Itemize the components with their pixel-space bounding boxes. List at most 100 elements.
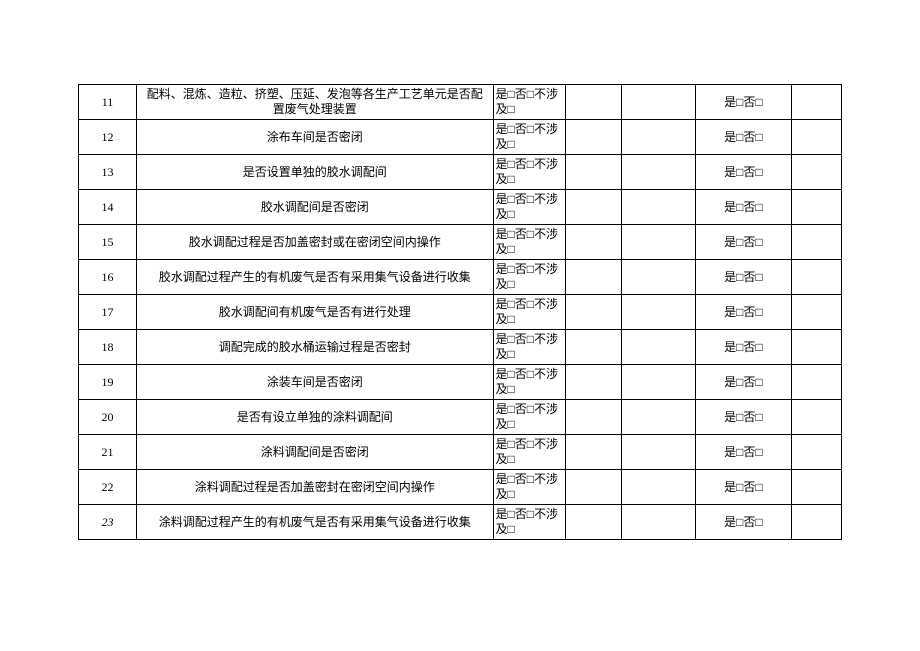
row-blank: [791, 225, 841, 260]
row-result: 是□否□: [695, 505, 791, 540]
row-number: 20: [79, 400, 137, 435]
row-number: 18: [79, 330, 137, 365]
row-blank: [791, 260, 841, 295]
row-blank: [621, 225, 695, 260]
row-result: 是□否□: [695, 225, 791, 260]
table-body: 11配料、混炼、造粒、挤塑、压延、发泡等各生产工艺单元是否配置废气处理装置是□否…: [79, 85, 842, 540]
row-result: 是□否□: [695, 435, 791, 470]
row-blank: [791, 470, 841, 505]
row-result: 是□否□: [695, 330, 791, 365]
row-blank: [621, 85, 695, 120]
row-description: 涂料调配间是否密闭: [137, 435, 493, 470]
row-blank: [565, 155, 621, 190]
row-option: 是□否□不涉及□: [493, 365, 565, 400]
row-option: 是□否□不涉及□: [493, 470, 565, 505]
table-row: 13是否设置单独的胶水调配间是□否□不涉及□ 是□否□: [79, 155, 842, 190]
row-blank: [565, 400, 621, 435]
row-number: 22: [79, 470, 137, 505]
row-blank: [565, 295, 621, 330]
table-row: 12涂布车间是否密闭是□否□不涉及□ 是□否□: [79, 120, 842, 155]
row-blank: [565, 330, 621, 365]
row-blank: [621, 505, 695, 540]
row-option: 是□否□不涉及□: [493, 190, 565, 225]
row-blank: [791, 190, 841, 225]
row-blank: [791, 400, 841, 435]
row-blank: [791, 85, 841, 120]
row-result: 是□否□: [695, 120, 791, 155]
row-blank: [621, 295, 695, 330]
row-option: 是□否□不涉及□: [493, 330, 565, 365]
row-result: 是□否□: [695, 470, 791, 505]
row-result: 是□否□: [695, 85, 791, 120]
table-row: 17胶水调配间有机废气是否有进行处理是□否□不涉及□ 是□否□: [79, 295, 842, 330]
table-row: 18调配完成的胶水桶运输过程是否密封是□否□不涉及□ 是□否□: [79, 330, 842, 365]
row-blank: [621, 330, 695, 365]
table-row: 14胶水调配间是否密闭是□否□不涉及□ 是□否□: [79, 190, 842, 225]
row-blank: [565, 435, 621, 470]
row-blank: [621, 190, 695, 225]
row-description: 涂料调配过程是否加盖密封在密闭空间内操作: [137, 470, 493, 505]
row-number: 16: [79, 260, 137, 295]
row-description: 配料、混炼、造粒、挤塑、压延、发泡等各生产工艺单元是否配置废气处理装置: [137, 85, 493, 120]
row-blank: [791, 365, 841, 400]
table-row: 22涂料调配过程是否加盖密封在密闭空间内操作是□否□不涉及□ 是□否□: [79, 470, 842, 505]
table-row: 20是否有设立单独的涂料调配间是□否□不涉及□ 是□否□: [79, 400, 842, 435]
row-description: 胶水调配间是否密闭: [137, 190, 493, 225]
row-blank: [791, 435, 841, 470]
row-option: 是□否□不涉及□: [493, 260, 565, 295]
row-option: 是□否□不涉及□: [493, 120, 565, 155]
row-description: 涂装车间是否密闭: [137, 365, 493, 400]
row-description: 是否设置单独的胶水调配间: [137, 155, 493, 190]
row-number: 12: [79, 120, 137, 155]
row-blank: [565, 190, 621, 225]
row-number: 15: [79, 225, 137, 260]
row-option: 是□否□不涉及□: [493, 155, 565, 190]
row-description: 调配完成的胶水桶运输过程是否密封: [137, 330, 493, 365]
row-blank: [791, 330, 841, 365]
row-number: 13: [79, 155, 137, 190]
row-blank: [621, 260, 695, 295]
row-number: 14: [79, 190, 137, 225]
row-blank: [621, 155, 695, 190]
row-number: 19: [79, 365, 137, 400]
row-number: 17: [79, 295, 137, 330]
row-blank: [791, 120, 841, 155]
row-result: 是□否□: [695, 400, 791, 435]
row-option: 是□否□不涉及□: [493, 435, 565, 470]
row-blank: [621, 120, 695, 155]
row-description: 涂布车间是否密闭: [137, 120, 493, 155]
row-blank: [791, 295, 841, 330]
table-row: 16胶水调配过程产生的有机废气是否有采用集气设备进行收集是□否□不涉及□是□否□: [79, 260, 842, 295]
row-blank: [565, 225, 621, 260]
row-number: 21: [79, 435, 137, 470]
row-description: 胶水调配过程是否加盖密封或在密闭空间内操作: [137, 225, 493, 260]
row-result: 是□否□: [695, 155, 791, 190]
row-option: 是□否□不涉及□: [493, 295, 565, 330]
row-blank: [565, 120, 621, 155]
table-row: 21涂料调配间是否密闭是□否□不涉及□ 是□否□: [79, 435, 842, 470]
row-blank: [565, 505, 621, 540]
row-description: 涂料调配过程产生的有机废气是否有采用集气设备进行收集: [137, 505, 493, 540]
row-result: 是□否□: [695, 295, 791, 330]
table-row: 11配料、混炼、造粒、挤塑、压延、发泡等各生产工艺单元是否配置废气处理装置是□否…: [79, 85, 842, 120]
row-blank: [621, 365, 695, 400]
inspection-table: 11配料、混炼、造粒、挤塑、压延、发泡等各生产工艺单元是否配置废气处理装置是□否…: [78, 84, 842, 540]
row-blank: [565, 260, 621, 295]
row-blank: [565, 365, 621, 400]
row-description: 胶水调配间有机废气是否有进行处理: [137, 295, 493, 330]
row-number: 23: [79, 505, 137, 540]
row-blank: [791, 155, 841, 190]
row-result: 是□否□: [695, 260, 791, 295]
row-option: 是□否□不涉及□: [493, 400, 565, 435]
row-number: 11: [79, 85, 137, 120]
row-blank: [565, 85, 621, 120]
table-row: 19涂装车间是否密闭是□否□不涉及□是□否□: [79, 365, 842, 400]
row-description: 是否有设立单独的涂料调配间: [137, 400, 493, 435]
table-row: 23涂料调配过程产生的有机废气是否有采用集气设备进行收集是□否□不涉及□是□否□: [79, 505, 842, 540]
table-row: 15胶水调配过程是否加盖密封或在密闭空间内操作是□否□不涉及□是□否□: [79, 225, 842, 260]
row-blank: [621, 470, 695, 505]
row-blank: [621, 435, 695, 470]
row-blank: [621, 400, 695, 435]
row-option: 是□否□不涉及□: [493, 85, 565, 120]
row-result: 是□否□: [695, 190, 791, 225]
